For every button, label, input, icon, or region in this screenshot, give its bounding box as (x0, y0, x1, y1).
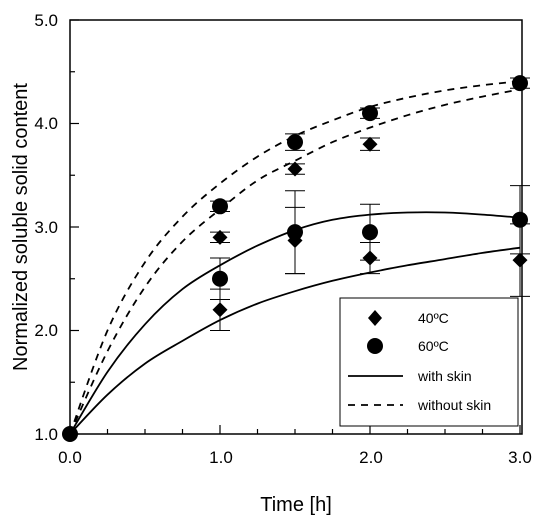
x-axis-title: Time [h] (260, 494, 332, 516)
data-points (62, 75, 530, 442)
legend-box (339, 297, 519, 427)
point-40c-2 (212, 229, 228, 245)
point-60c-3 (287, 224, 303, 241)
point-60c-0 (62, 426, 78, 442)
point-60c-7 (512, 211, 528, 228)
legend-label-40c: 40ºC (418, 310, 449, 326)
point-60c-8 (512, 75, 528, 92)
curve-with-skin-0 (69, 246, 521, 435)
y-tick-label-0: 1.0 (34, 425, 58, 444)
x-tick-label-3: 3.0 (508, 448, 532, 467)
point-60c-2 (212, 198, 228, 215)
legend: 40ºC 60ºC with skin without skin (339, 297, 519, 427)
point-60c-4 (287, 134, 303, 151)
legend-label-without-skin: without skin (417, 397, 491, 413)
x-tick-label-2: 2.0 (359, 448, 383, 467)
point-40c-7 (512, 252, 528, 268)
point-60c-1 (212, 270, 228, 287)
point-40c-6 (362, 136, 378, 152)
x-tick-label-0: 0.0 (58, 448, 82, 467)
point-40c-1 (212, 302, 228, 318)
legend-circle-marker (367, 338, 383, 354)
y-tick-label-4: 5.0 (34, 11, 58, 30)
y-tick-label-3: 4.0 (34, 114, 58, 133)
y-tick-label-1: 2.0 (34, 321, 58, 340)
point-60c-5 (362, 224, 378, 241)
x-tick-label-1: 1.0 (209, 448, 233, 467)
curve-without-skin-0 (69, 88, 521, 435)
y-axis-title: Normalized soluble solid content (10, 83, 32, 371)
legend-label-60c: 60ºC (418, 338, 449, 354)
point-40c-4 (287, 161, 303, 177)
y-tick-label-2: 3.0 (34, 218, 58, 237)
point-60c-6 (362, 105, 378, 122)
legend-diamond-marker (368, 310, 382, 326)
legend-label-with-skin: with skin (417, 368, 472, 384)
